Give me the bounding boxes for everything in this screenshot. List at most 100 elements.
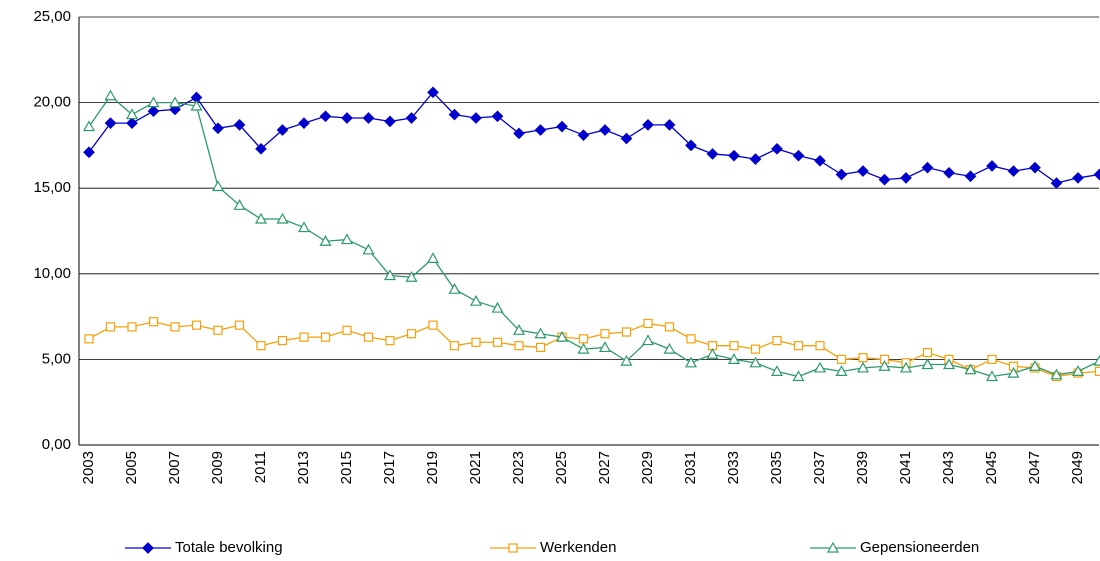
- data-point: [83, 146, 95, 159]
- y-tick-label: 5,00: [42, 350, 71, 367]
- data-point: [600, 329, 610, 339]
- x-tick-label: 2019: [424, 451, 441, 484]
- data-point: [684, 356, 698, 368]
- x-tick-label: 2021: [467, 451, 484, 484]
- data-point: [276, 124, 289, 136]
- data-point: [921, 161, 934, 174]
- data-point: [190, 99, 203, 111]
- data-point: [514, 341, 524, 351]
- data-point: [428, 320, 438, 330]
- data-point: [212, 122, 224, 135]
- x-tick-label: 2031: [682, 451, 699, 484]
- data-point: [191, 320, 202, 330]
- data-point: [254, 212, 268, 224]
- data-point: [276, 212, 289, 224]
- data-point: [363, 332, 374, 342]
- y-tick-label: 20,00: [33, 94, 71, 111]
- data-point: [836, 354, 847, 364]
- data-point: [104, 117, 117, 129]
- data-point: [770, 365, 784, 376]
- data-point: [1050, 177, 1063, 189]
- data-point: [857, 165, 869, 177]
- x-tick-label: 2013: [295, 451, 312, 484]
- data-point: [256, 341, 266, 351]
- x-tick-label: 2007: [166, 451, 183, 484]
- data-point: [856, 361, 870, 373]
- data-point: [1094, 366, 1100, 376]
- data-point: [383, 269, 397, 281]
- data-point: [792, 149, 805, 162]
- data-point: [277, 335, 288, 346]
- data-point: [491, 301, 504, 313]
- data-point: [598, 341, 612, 353]
- x-tick-label: 2027: [596, 451, 613, 484]
- x-tick-label: 2041: [897, 451, 914, 484]
- data-point: [470, 112, 482, 124]
- data-point: [426, 252, 440, 263]
- data-point: [577, 129, 590, 141]
- data-point: [964, 363, 977, 375]
- legend-marker: [508, 543, 518, 553]
- data-point: [234, 320, 245, 330]
- data-point: [986, 160, 998, 172]
- data-point: [1007, 165, 1020, 177]
- data-point: [147, 105, 160, 118]
- data-point: [125, 108, 139, 120]
- data-point: [147, 96, 160, 108]
- data-point: [706, 148, 719, 160]
- data-point: [534, 124, 547, 136]
- data-point: [127, 322, 137, 332]
- data-point: [858, 353, 868, 363]
- data-point: [534, 327, 547, 339]
- x-tick-label: 2005: [123, 451, 140, 484]
- data-point: [813, 361, 827, 373]
- data-point: [771, 142, 783, 155]
- data-point: [297, 221, 311, 233]
- x-tick-label: 2023: [510, 451, 527, 484]
- data-point: [900, 172, 912, 184]
- data-point: [1093, 354, 1100, 366]
- x-tick-label: 2009: [209, 451, 226, 484]
- x-tick-label: 2003: [80, 451, 97, 484]
- data-point: [750, 344, 761, 354]
- data-point: [84, 334, 94, 344]
- data-point: [168, 96, 182, 108]
- data-point: [985, 370, 999, 382]
- x-tick-label: 2037: [811, 451, 828, 484]
- legend-label: Gepensioneerden: [860, 539, 979, 556]
- y-tick-label: 0,00: [42, 436, 71, 453]
- data-point: [319, 235, 332, 246]
- data-point: [427, 86, 439, 99]
- legend-label: Werkenden: [540, 539, 616, 556]
- data-point: [964, 170, 977, 183]
- data-point: [620, 354, 633, 366]
- x-tick-label: 2039: [854, 451, 871, 484]
- data-point: [512, 324, 526, 335]
- x-tick-label: 2015: [338, 451, 355, 484]
- legend-marker: [142, 542, 154, 554]
- data-point: [471, 337, 481, 347]
- data-point: [663, 119, 676, 131]
- data-point: [556, 120, 568, 133]
- x-tick-label: 2033: [725, 451, 742, 484]
- data-point: [599, 124, 611, 136]
- data-point: [620, 132, 633, 145]
- data-point: [642, 119, 654, 131]
- data-point: [878, 173, 891, 186]
- data-point: [213, 325, 223, 335]
- data-point: [728, 149, 740, 162]
- data-point: [362, 243, 375, 255]
- data-point: [578, 334, 589, 344]
- data-point: [664, 322, 675, 332]
- data-point: [211, 180, 225, 192]
- x-tick-label: 2049: [1069, 451, 1086, 484]
- data-point: [686, 334, 696, 344]
- data-point: [899, 361, 913, 373]
- y-tick-label: 25,00: [33, 8, 71, 25]
- data-point: [1029, 161, 1041, 174]
- data-point: [340, 233, 354, 245]
- data-point: [298, 117, 310, 129]
- data-point: [362, 112, 375, 124]
- x-tick-label: 2035: [768, 451, 785, 484]
- data-point: [815, 341, 825, 351]
